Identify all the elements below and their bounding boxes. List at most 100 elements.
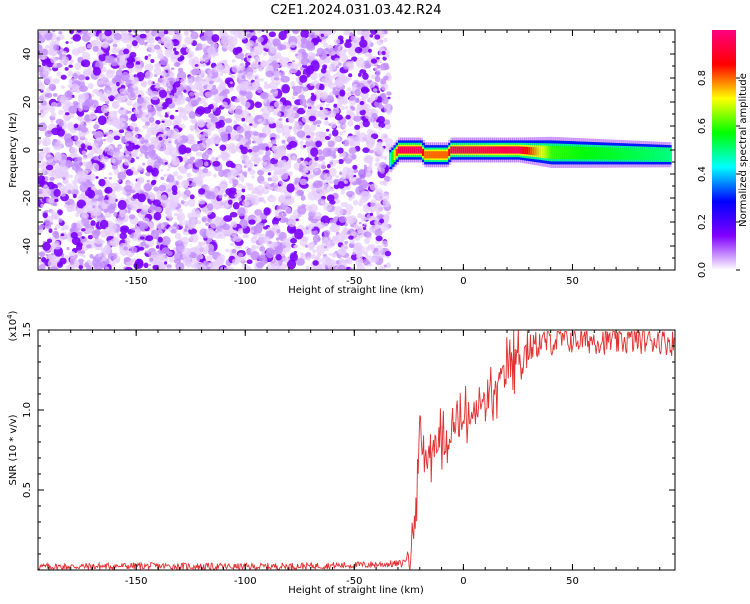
noise-blob <box>368 149 374 154</box>
noise-blob <box>123 185 133 193</box>
noise-blob <box>153 66 162 76</box>
noise-blob <box>363 166 368 171</box>
noise-blob <box>324 173 331 180</box>
noise-blob <box>307 191 317 201</box>
noise-blob <box>323 245 327 249</box>
noise-blob <box>60 227 65 231</box>
signal-band-cell <box>480 146 484 154</box>
signal-band-cell <box>468 146 472 154</box>
signal-band-cell <box>644 150 648 159</box>
noise-blob <box>160 169 164 172</box>
noise-blob <box>44 130 53 138</box>
noise-blob <box>376 39 384 46</box>
noise-blob <box>318 187 328 195</box>
noise-blob <box>360 86 369 94</box>
noise-blob <box>383 156 387 160</box>
noise-blob <box>315 140 322 148</box>
noise-blob <box>254 224 263 234</box>
signal-band-cell <box>460 146 464 154</box>
noise-blob <box>60 233 65 237</box>
noise-blob <box>129 202 138 210</box>
noise-blob <box>79 85 88 93</box>
noise-blob <box>323 202 332 211</box>
signal-band-cell <box>502 146 506 154</box>
signal-band-cell <box>488 146 492 154</box>
noise-blob <box>208 103 214 110</box>
noise-blob <box>267 117 275 125</box>
noise-blob <box>345 210 352 216</box>
noise-blob <box>124 237 131 245</box>
noise-blob <box>151 167 159 177</box>
signal-band-cell <box>490 146 494 154</box>
noise-blob <box>200 35 208 42</box>
noise-blob <box>117 199 127 210</box>
noise-blob <box>158 89 168 99</box>
noise-blob <box>214 121 222 129</box>
noise-blob <box>140 140 145 144</box>
noise-blob <box>38 251 46 258</box>
noise-blob <box>107 204 116 214</box>
signal-band-cell <box>524 146 528 155</box>
noise-blob <box>96 189 103 196</box>
noise-blob <box>312 216 317 220</box>
noise-blob <box>372 254 380 263</box>
signal-band-cell <box>405 146 409 154</box>
signal-band-cell <box>604 149 608 158</box>
noise-blob <box>185 47 192 53</box>
noise-blob <box>89 254 94 259</box>
noise-blob <box>187 163 193 170</box>
noise-blob <box>72 100 79 106</box>
noise-blob <box>100 104 110 114</box>
noise-blob <box>42 66 51 76</box>
noise-blob <box>339 89 346 97</box>
noise-blob <box>105 89 112 97</box>
noise-blob <box>106 136 114 143</box>
noise-blob <box>242 123 247 128</box>
noise-blob <box>43 176 49 182</box>
noise-blob <box>90 147 99 154</box>
noise-blob <box>164 114 169 118</box>
noise-blob <box>175 262 185 270</box>
signal-band-cell <box>513 146 517 154</box>
noise-blob <box>97 200 102 206</box>
noise-blob <box>236 125 244 134</box>
noise-blob <box>143 183 152 192</box>
noise-blob <box>229 86 234 92</box>
noise-blob <box>141 204 150 213</box>
noise-blob <box>208 73 214 77</box>
noise-blob <box>166 118 173 127</box>
noise-blob <box>72 184 79 191</box>
noise-blob <box>345 105 349 110</box>
noise-blob <box>142 96 150 102</box>
noise-blob <box>140 241 147 247</box>
noise-blob <box>68 251 76 259</box>
colorbar: 0.00.20.40.60.8 Normalized spectral ampl… <box>697 30 749 278</box>
noise-blob <box>52 78 60 84</box>
noise-blob <box>344 215 353 224</box>
noise-blob <box>374 75 381 83</box>
noise-blob <box>177 34 183 40</box>
noise-blob <box>197 178 202 183</box>
noise-blob <box>134 127 139 132</box>
noise-blob <box>51 127 61 136</box>
noise-blob <box>383 30 388 35</box>
noise-blob <box>386 91 392 96</box>
noise-blob <box>261 161 267 166</box>
noise-blob <box>139 236 145 240</box>
noise-blob <box>280 75 290 83</box>
noise-blob <box>257 233 267 245</box>
noise-blob <box>338 216 347 223</box>
noise-blob <box>225 160 234 168</box>
noise-blob <box>175 63 180 66</box>
noise-blob <box>162 158 167 163</box>
noise-blob <box>333 38 341 45</box>
noise-blob <box>146 165 153 173</box>
signal-band-cell <box>648 150 652 159</box>
noise-blob <box>320 102 325 106</box>
noise-blob <box>273 70 282 78</box>
noise-blob <box>203 101 208 108</box>
noise-blob <box>330 187 335 192</box>
noise-blob <box>315 120 322 125</box>
noise-blob <box>54 227 58 231</box>
noise-blob <box>247 55 252 59</box>
